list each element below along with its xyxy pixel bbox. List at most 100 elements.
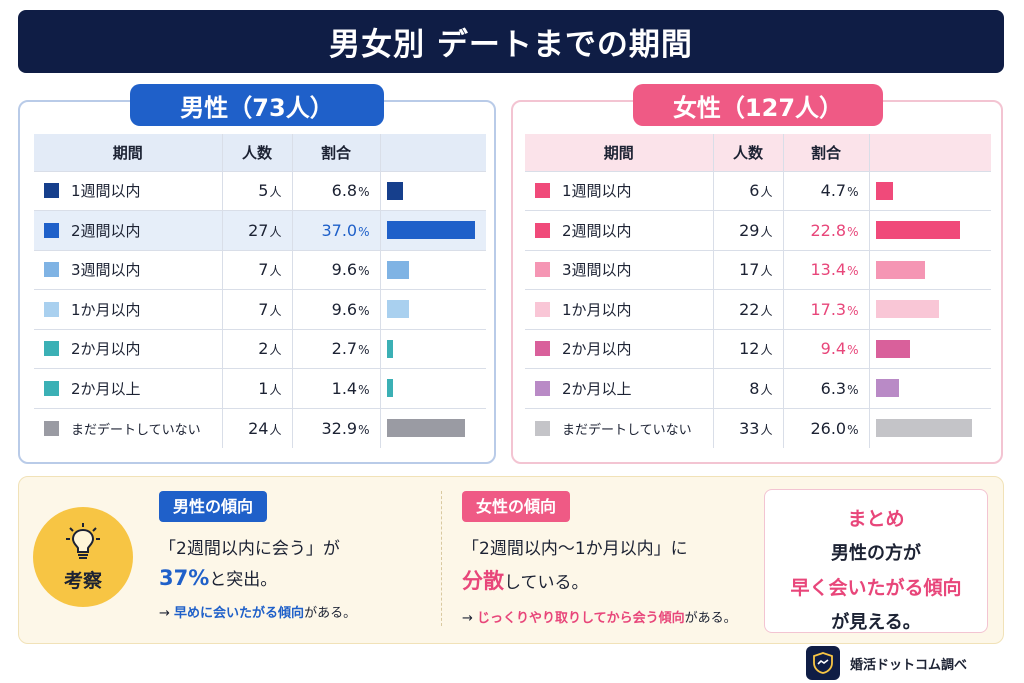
male-category-label: 2週間以内 [71,221,141,240]
arrow-icon: → [159,606,170,621]
female-insight-line3-rest: がある。 [684,611,737,626]
unit-person: 人 [269,422,282,437]
legend-swatch [535,222,550,238]
female-category-cell: まだデートしていない [525,407,713,448]
female-insight: 女性の傾向 「2週間以内〜1か月以内」に 分散している。 → じっくりやり取りし… [441,491,761,626]
male-insight-line2: 37%と突出。 [159,565,421,590]
male-category-label: 1か月以内 [71,300,141,319]
arrow-icon: → [462,611,473,626]
male-bar [386,181,403,200]
page-title: 男女別 デートまでの期間 [329,27,693,63]
female-percent-cell: 4.7% [782,170,869,211]
unit-person: 人 [760,422,773,437]
unit-person: 人 [269,303,282,318]
female-count-value: 12 [739,339,760,359]
unit-person: 人 [269,343,282,358]
female-row: まだデートしていない 33人 26.0% [525,407,991,448]
female-category-cell: 1週間以内 [525,170,713,211]
male-count-cell: 24人 [221,407,292,448]
male-panel-title: 男性（73人） [130,84,384,126]
male-insight-emph: 37% [159,566,210,590]
female-category-cell: 3週間以内 [525,249,713,290]
female-percent-value: 6.3 [820,378,847,398]
female-bar [875,419,972,437]
female-bar [875,221,960,240]
legend-swatch [535,420,550,436]
insight-section: 考察 男性の傾向 「2週間以内に会う」が 37%と突出。 → 早めに会いたがる傾… [18,476,1004,644]
male-category-label: 2か月以内 [71,340,141,359]
male-category-cell: 2週間以内 [34,210,222,250]
male-row: 2か月以内 2人 2.7% [34,328,486,369]
male-bar [386,379,393,398]
female-bar [875,260,925,279]
legend-swatch [535,262,550,278]
legend-swatch [535,183,550,199]
female-bar [875,181,893,200]
male-bar-cell [379,407,486,448]
male-percent-value: 6.8 [331,181,358,201]
header-count: 人数 [221,134,292,171]
female-bar [875,300,940,319]
legend-swatch [44,420,59,436]
male-percent-cell: 37.0% [291,210,380,250]
male-category-cell: 1週間以内 [34,170,222,211]
male-percent-cell: 1.4% [291,368,380,408]
female-bar [875,339,911,358]
female-insight-line2-rest: している。 [504,573,589,593]
male-count-value: 24 [248,418,269,438]
unit-percent: % [847,382,859,397]
legend-swatch [535,301,550,317]
female-percent-value: 22.8 [810,220,847,240]
female-insight-highlight: じっくりやり取りしてから会う傾向 [477,611,685,626]
female-tendency-tag: 女性の傾向 [462,491,571,522]
female-percent-value: 4.7 [820,181,847,201]
unit-person: 人 [760,185,773,200]
male-insight-line3: → 早めに会いたがる傾向がある。 [159,602,421,621]
insight-badge: 考察 [33,507,133,607]
female-percent-cell: 26.0% [782,407,869,448]
female-insight-line3: → じっくりやり取りしてから会う傾向がある。 [462,607,761,626]
footer-credit: 婚活ドットコム調べ [806,646,1012,680]
summary-title: まとめ [847,508,905,530]
female-count-value: 29 [739,220,760,240]
male-insight-line3-rest: がある。 [304,606,357,621]
unit-percent: % [358,382,370,397]
male-category-label: 1週間以内 [71,182,141,201]
male-bar [386,300,410,319]
female-percent-cell: 6.3% [782,368,869,408]
male-bar-cell [379,170,486,211]
female-bar-cell [868,210,991,250]
unit-person: 人 [269,382,282,397]
female-row: 1週間以内 6人 4.7% [525,170,991,211]
male-count-value: 1 [258,378,269,398]
male-insight: 男性の傾向 「2週間以内に会う」が 37%と突出。 → 早めに会いたがる傾向があ… [159,491,421,621]
unit-percent: % [358,343,370,358]
male-category-cell: 1か月以内 [34,289,222,329]
unit-person: 人 [760,264,773,279]
female-percent-value: 17.3 [810,299,847,319]
female-category-cell: 2週間以内 [525,210,713,250]
male-percent-value: 9.6 [331,299,358,319]
unit-percent: % [358,422,370,437]
female-table: 期間 人数 割合 1週間以内 6人 4.7% 2週間以内 29人 22.8% 3週間以内 17… [525,134,991,448]
male-insight-line1: 「2週間以内に会う」が [159,539,340,559]
header-bar [379,134,486,171]
unit-percent: % [847,264,859,279]
male-category-cell: 2か月以内 [34,328,222,369]
female-count-cell: 22人 [712,289,783,329]
female-percent-value: 9.4 [820,339,847,359]
female-percent-cell: 17.3% [782,289,869,329]
unit-percent: % [358,185,370,200]
male-percent-cell: 9.6% [291,289,380,329]
male-category-label: 2か月以上 [71,379,141,398]
header-bar [868,134,991,171]
male-bar-cell [379,368,486,408]
unit-percent: % [358,224,370,239]
female-percent-cell: 9.4% [782,328,869,369]
male-count-value: 27 [248,220,269,240]
unit-person: 人 [760,343,773,358]
female-category-label: 1週間以内 [562,182,632,201]
male-bar-cell [379,249,486,290]
male-tendency-tag: 男性の傾向 [159,491,268,522]
male-insight-line2-rest: と突出。 [209,570,278,590]
